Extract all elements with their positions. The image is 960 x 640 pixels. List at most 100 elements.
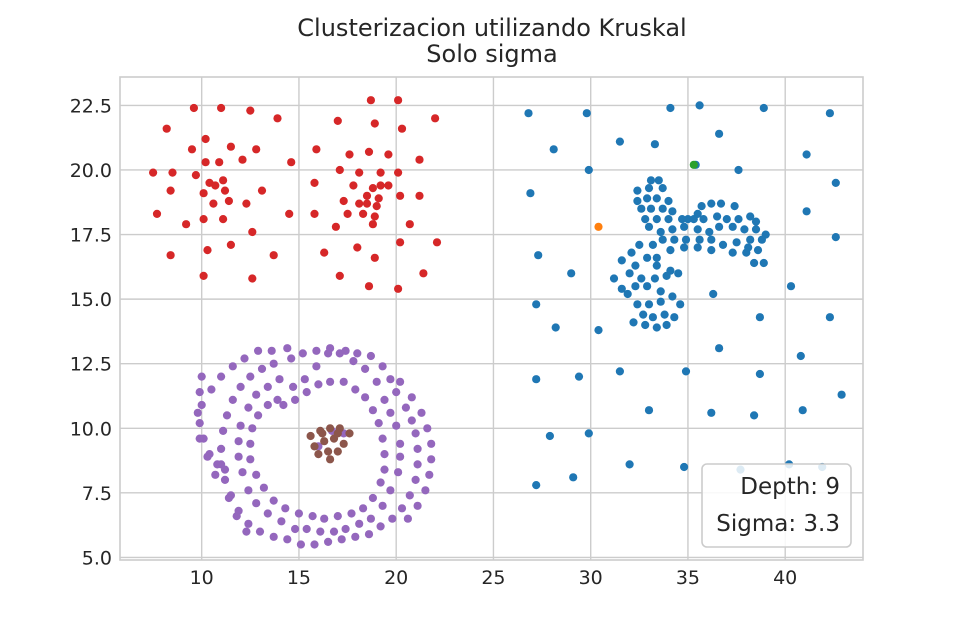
data-point [707,199,716,208]
data-point [248,227,257,237]
data-point [248,274,257,283]
data-point [224,493,233,503]
data-point [718,240,728,249]
data-point [316,527,325,536]
data-point [376,168,385,177]
data-point [802,150,811,159]
data-point [662,271,671,280]
y-tick-label: 7.5 [82,483,112,505]
data-point [411,429,420,438]
x-tick-label: 25 [481,567,505,589]
data-point [423,424,432,433]
data-point [347,509,356,518]
data-point [302,388,311,397]
data-point [257,364,267,373]
data-points [149,96,846,549]
data-point [220,465,230,474]
data-point [372,202,381,211]
data-point [574,372,584,381]
data-point [734,215,743,224]
data-point [232,511,241,521]
y-tick-label: 15.0 [70,289,112,311]
data-point [246,455,255,464]
data-point [376,181,385,190]
data-point [584,165,593,175]
data-point [195,434,204,443]
data-point [627,248,636,257]
data-point [396,238,405,247]
data-point [361,364,370,373]
data-point [415,155,424,164]
data-point [670,313,679,322]
data-point [380,450,389,459]
data-point [707,235,716,244]
data-point [269,359,278,368]
data-point [668,207,677,216]
data-point [744,243,753,252]
data-point [351,532,360,541]
data-point [189,103,198,113]
data-point [353,349,362,358]
data-point [394,468,403,477]
data-point [341,346,350,355]
data-point [213,460,222,469]
data-point [217,103,226,113]
data-point [368,406,377,415]
data-point [333,447,342,456]
data-point [378,434,387,443]
data-point [333,511,342,521]
data-point [199,189,208,198]
data-point [384,150,393,159]
data-point [407,416,416,425]
data-point [279,400,288,410]
data-point [226,142,235,151]
data-point [355,519,364,528]
data-point [697,202,706,211]
data-point [257,186,267,195]
data-point [366,96,375,105]
data-point [567,269,576,278]
data-point [246,106,255,115]
data-point [267,346,276,355]
data-point [641,215,650,224]
data-point [289,382,298,391]
data-point [320,514,329,523]
data-point [376,522,385,531]
data-point [664,196,673,206]
data-point [209,199,218,208]
data-point [681,235,691,244]
data-point [421,486,430,495]
data-point [715,129,724,138]
data-point [582,109,591,118]
data-point [166,186,175,195]
data-point [644,300,654,309]
data-point [228,395,237,404]
data-point [355,199,364,208]
data-point [413,501,422,510]
data-point [252,499,261,508]
data-point [361,393,370,402]
data-point [652,323,661,332]
data-point [635,240,644,249]
data-point [633,186,642,195]
data-point [187,145,197,154]
data-point [374,194,383,203]
data-point [405,491,414,500]
data-point [226,240,235,249]
data-point [341,524,350,534]
x-tick-label: 20 [384,567,408,589]
data-point [182,220,191,229]
data-point [193,408,202,417]
data-point [283,344,292,353]
data-point [405,220,414,229]
data-point [368,220,377,229]
data-point [339,377,348,386]
annotation-sigma: Sigma: 3.3 [716,511,840,537]
data-point [302,524,311,534]
data-point [755,369,765,379]
data-point [234,437,243,446]
data-point [680,222,689,231]
data-point [534,251,543,260]
data-point [386,375,395,384]
data-point [191,171,200,180]
